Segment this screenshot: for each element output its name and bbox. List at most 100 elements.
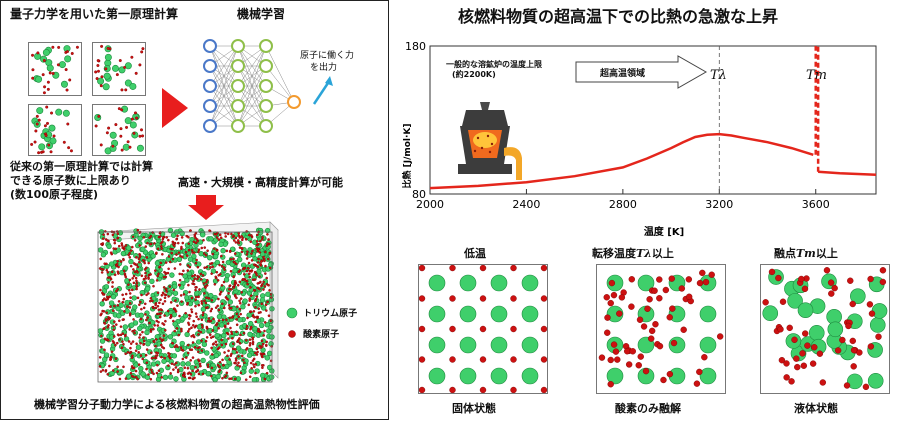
oxygen-atom	[204, 286, 207, 289]
oxygen-atom	[129, 342, 133, 345]
oxygen-atom	[120, 244, 124, 247]
oxygen-atom	[99, 84, 103, 88]
thorium-atom	[194, 299, 200, 306]
oxygen-atom	[140, 50, 144, 54]
oxygen-atom	[656, 342, 664, 350]
oxygen-atom	[777, 326, 784, 333]
oxygen-atom	[234, 348, 237, 351]
oxygen-atom	[200, 302, 204, 305]
oxygen-atom	[254, 305, 257, 309]
oxygen-atom	[75, 45, 79, 49]
oxygen-atom	[130, 288, 134, 292]
oxygen-atom	[163, 296, 167, 300]
nn-node	[203, 99, 217, 113]
oxygen-atom	[224, 235, 227, 238]
oxygen-atom	[232, 239, 236, 242]
thorium-atom	[46, 64, 54, 72]
oxygen-atom	[158, 301, 161, 305]
thorium-atom	[219, 322, 225, 328]
oxygen-atom	[129, 249, 133, 252]
oxygen-atom	[241, 236, 244, 240]
oxygen-atom	[264, 303, 268, 307]
thorium-atom	[144, 285, 151, 292]
thorium-atom	[240, 303, 246, 310]
oxygen-atom	[449, 386, 456, 394]
oxygen-atom	[112, 335, 116, 338]
oxygen-atom	[238, 280, 242, 284]
oxygen-atom	[266, 257, 270, 261]
oxygen-atom	[113, 320, 116, 324]
oxygen-atom	[137, 363, 141, 366]
oxygen-atom	[125, 125, 129, 129]
oxygen-atom	[847, 277, 854, 284]
oxygen-atom	[138, 260, 141, 264]
oxygen-atom	[244, 339, 248, 342]
thorium-atom	[97, 247, 104, 253]
oxygen-atom	[258, 251, 262, 254]
oxygen-atom	[184, 311, 187, 315]
oxygen-atom	[268, 289, 271, 292]
oxygen-atom	[203, 252, 206, 255]
thorium-atom	[224, 272, 231, 279]
oxygen-atom	[172, 368, 175, 371]
thorium-atom	[49, 137, 57, 145]
oxygen-atom	[200, 349, 204, 352]
oxygen-atom	[144, 271, 147, 275]
oxygen-atom	[783, 360, 790, 367]
oxygen-atom	[116, 304, 120, 307]
nn-node	[287, 95, 301, 109]
thorium-atom	[235, 345, 242, 351]
thorium-atom	[129, 121, 137, 129]
oxygen-atom	[189, 372, 193, 376]
panel-transition-title-post: 以上	[651, 247, 674, 260]
oxygen-atom	[103, 262, 106, 265]
oxygen-atom	[68, 78, 72, 82]
oxygen-atom	[142, 336, 145, 339]
oxygen-atom	[116, 236, 120, 240]
x-tick-label: 2400	[512, 198, 540, 211]
oxygen-atom	[208, 229, 211, 232]
oxygen-atom	[132, 318, 135, 321]
oxygen-atom	[479, 295, 487, 302]
thorium-atom	[264, 322, 271, 328]
thorium-atom	[490, 305, 508, 323]
oxygen-atom	[197, 358, 200, 362]
oxygen-atom	[150, 356, 154, 360]
oxygen-atom	[254, 351, 257, 355]
thorium-atom	[38, 143, 46, 151]
oxygen-atom	[194, 236, 197, 240]
oxygen-atom	[120, 148, 124, 152]
oxygen-atom	[127, 253, 130, 257]
oxygen-atom	[37, 118, 41, 122]
oxygen-atom	[256, 261, 260, 264]
oxygen-atom	[140, 293, 143, 297]
oxygen-atom	[250, 270, 253, 273]
thorium-atom	[847, 373, 863, 390]
oxygen-atom	[194, 365, 197, 369]
oxygen-atom	[185, 254, 189, 257]
thorium-atom	[201, 341, 208, 348]
thorium-atom	[161, 358, 167, 364]
oxygen-atom	[850, 363, 857, 370]
oxygen-atom	[103, 348, 106, 352]
oxygen-atom	[153, 324, 157, 327]
oxygen-atom	[160, 244, 163, 248]
oxygen-atom	[135, 279, 138, 283]
oxygen-atom	[119, 325, 123, 328]
oxygen-atom	[162, 286, 166, 289]
oxygen-atom	[94, 124, 98, 128]
oxygen-atom	[234, 241, 238, 244]
oxygen-atom	[147, 373, 150, 376]
oxygen-atom	[479, 386, 487, 394]
thorium-atom	[130, 309, 136, 316]
thorium-atom	[200, 357, 206, 364]
thorium-atom	[184, 331, 190, 338]
oxygen-atom	[176, 370, 180, 374]
oxygen-atom	[206, 319, 210, 323]
oxygen-atom	[112, 247, 116, 250]
oxygen-atom	[43, 124, 47, 128]
dft-limit-line-2: できる原子数に上限あり	[10, 174, 131, 187]
oxygen-atom	[827, 279, 835, 286]
oxygen-atom	[156, 324, 160, 327]
oxygen-atom	[236, 364, 239, 367]
